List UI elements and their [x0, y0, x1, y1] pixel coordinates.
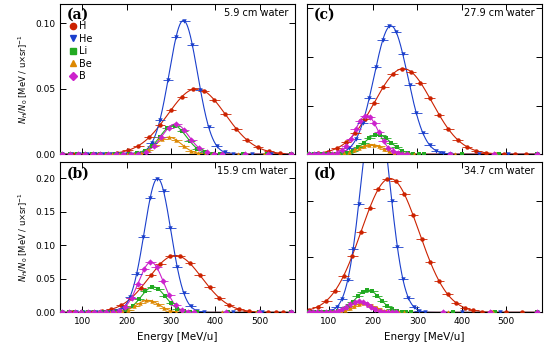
X-axis label: Energy [MeV/u]: Energy [MeV/u]: [384, 332, 464, 342]
Text: 27.9 cm water: 27.9 cm water: [464, 8, 534, 18]
Legend: H, He, Li, Be, B: H, He, Li, Be, B: [69, 20, 94, 82]
Text: (b): (b): [67, 166, 90, 180]
Text: (d): (d): [314, 166, 336, 180]
Text: (c): (c): [314, 8, 335, 22]
Y-axis label: $N_H/N_0$ [MeV / u$\times$sr]$^{-1}$: $N_H/N_0$ [MeV / u$\times$sr]$^{-1}$: [16, 192, 30, 282]
X-axis label: Energy [MeV/u]: Energy [MeV/u]: [137, 332, 218, 342]
Text: 15.9 cm water: 15.9 cm water: [218, 166, 288, 176]
Text: 34.7 cm water: 34.7 cm water: [464, 166, 534, 176]
Text: 5.9 cm water: 5.9 cm water: [224, 8, 288, 18]
Text: (a): (a): [67, 8, 90, 22]
Y-axis label: $N_H/N_0$ [MeV / u$\times$sr]$^{-1}$: $N_H/N_0$ [MeV / u$\times$sr]$^{-1}$: [16, 34, 30, 124]
